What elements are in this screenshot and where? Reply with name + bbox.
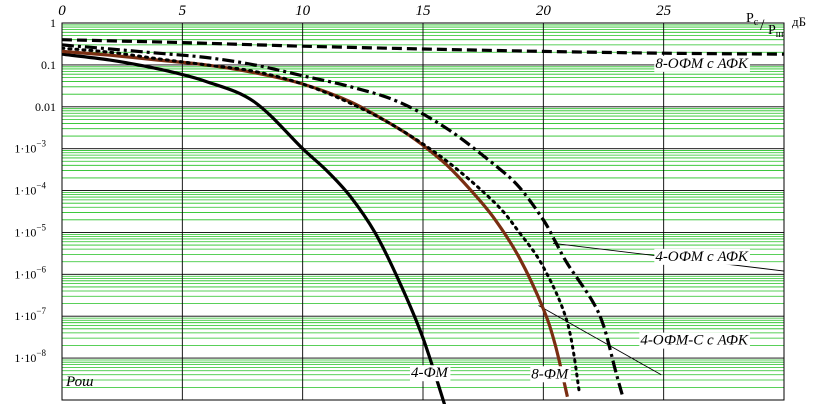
y-tick-label: 1·10−5 bbox=[14, 222, 46, 239]
series-curves bbox=[62, 38, 784, 404]
x-axis-numerator: Pc bbox=[746, 11, 759, 28]
curve-label-background bbox=[409, 365, 451, 382]
x-axis-denominator: Pш bbox=[768, 23, 784, 40]
x-tick-label: 10 bbox=[295, 3, 311, 19]
y-tick-label: 1 bbox=[50, 16, 56, 30]
curve-label: 8-ФМ bbox=[531, 366, 569, 382]
x-axis-title: Pc / Pш дБ bbox=[746, 11, 806, 40]
y-tick-label: 1·10−3 bbox=[14, 139, 46, 156]
curve-label-background bbox=[530, 366, 571, 383]
y-axis-label: Рош bbox=[65, 374, 93, 390]
curve-label: 8-ОФМ с АФК bbox=[655, 56, 749, 72]
x-tick-label: 20 bbox=[536, 3, 552, 19]
x-axis-unit: дБ bbox=[792, 14, 806, 29]
x-tick-label: 25 bbox=[656, 3, 672, 19]
x-axis-slash: / bbox=[760, 17, 765, 34]
y-tick-labels: 1 0.1 0.01 1·10−3 1·10−4 1·10−5 1·10−6 1·10−7 1·… bbox=[14, 16, 56, 365]
major-gridlines bbox=[61, 22, 785, 401]
y-tick-label: 1·10−4 bbox=[14, 181, 46, 198]
x-tick-label: 5 bbox=[179, 3, 187, 19]
curve-label: 4-ОФМ с АФК bbox=[655, 249, 749, 265]
series-line-4-офм-с-афк bbox=[62, 43, 625, 398]
curve-label-background bbox=[654, 248, 750, 265]
series-line-4-фм bbox=[62, 52, 447, 404]
plot-frame bbox=[61, 22, 785, 401]
series-line-8-фм bbox=[62, 49, 569, 398]
series-line-4-офм-с-с-афк bbox=[62, 46, 581, 395]
series-line-8-офм-с-афк bbox=[62, 38, 784, 56]
leader-line bbox=[538, 305, 662, 376]
x-tick-labels: 0 5 10 15 20 25 bbox=[58, 3, 671, 19]
curve-label: 4-ФМ bbox=[411, 365, 449, 381]
x-tick-label: 0 bbox=[58, 3, 66, 19]
y-tick-label: 0.1 bbox=[41, 58, 56, 72]
annotation-labels: 8-ОФМ с АФК 4-ОФМ с АФК 4-ОФМ-С с АФК 4-ФМ 8… bbox=[409, 55, 750, 383]
curve-label-background bbox=[654, 55, 750, 72]
curve-label-background bbox=[639, 332, 750, 349]
y-tick-label: 1·10−7 bbox=[14, 306, 46, 323]
y-tick-label: 0.01 bbox=[35, 100, 56, 114]
x-tick-label: 15 bbox=[416, 3, 432, 19]
y-tick-label: 1·10−6 bbox=[14, 264, 46, 281]
y-tick-label: 1·10−8 bbox=[14, 348, 46, 365]
curve-label: 4-ОФМ-С с АФК bbox=[640, 333, 749, 349]
